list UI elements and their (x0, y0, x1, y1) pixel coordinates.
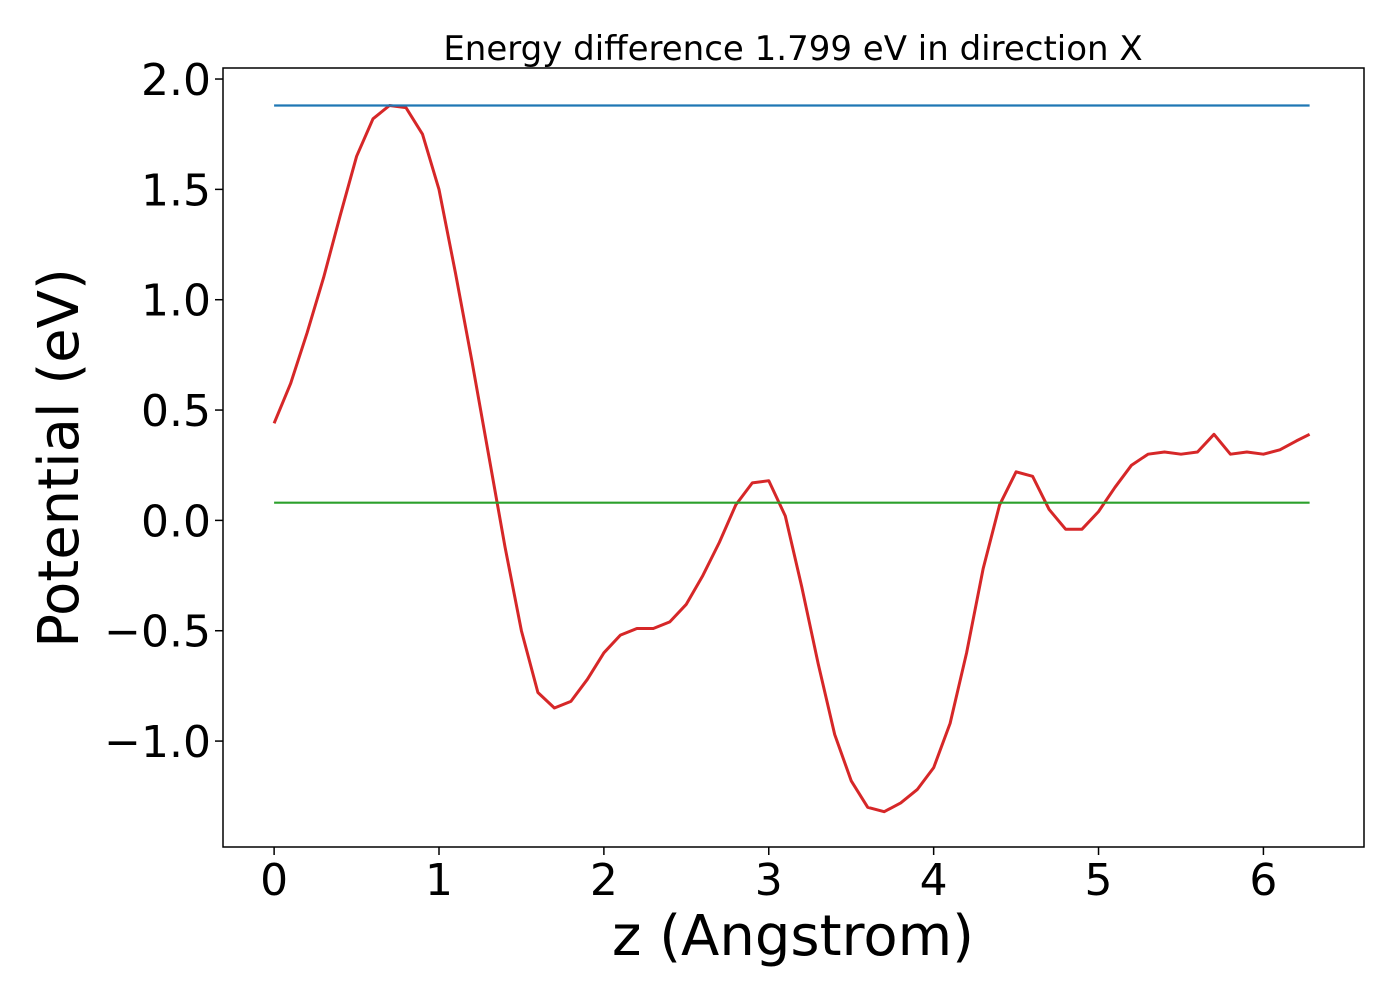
chart-title: Energy difference 1.799 eV in direction … (443, 29, 1142, 69)
x-axis-label: z (Angstrom) (612, 904, 974, 969)
y-tick-label: 2.0 (141, 55, 211, 106)
plot-frame (222, 67, 1365, 848)
y-axis: −1.0 −0.5 0.0 0.5 1.0 1.5 2.0 (104, 55, 223, 768)
x-tick-label: 4 (920, 855, 948, 906)
plot-area (272, 104, 1311, 814)
x-tick-label: 3 (755, 855, 783, 906)
y-tick-label: 0.0 (141, 496, 211, 547)
x-axis: 0 1 2 3 4 5 6 (260, 847, 1277, 906)
x-tick-label: 6 (1249, 855, 1277, 906)
y-tick-label: 1.5 (141, 165, 211, 216)
x-tick-label: 1 (425, 855, 453, 906)
x-tick-label: 2 (590, 855, 618, 906)
y-tick-label: 0.5 (141, 386, 211, 437)
series-line-0 (272, 104, 1311, 814)
y-tick-label: 1.0 (141, 276, 211, 327)
y-tick-label: −0.5 (104, 607, 211, 658)
y-tick-label: −1.0 (104, 717, 211, 768)
x-tick-label: 0 (260, 855, 288, 906)
y-axis-label: Potential (eV) (27, 268, 92, 648)
x-tick-label: 5 (1085, 855, 1113, 906)
